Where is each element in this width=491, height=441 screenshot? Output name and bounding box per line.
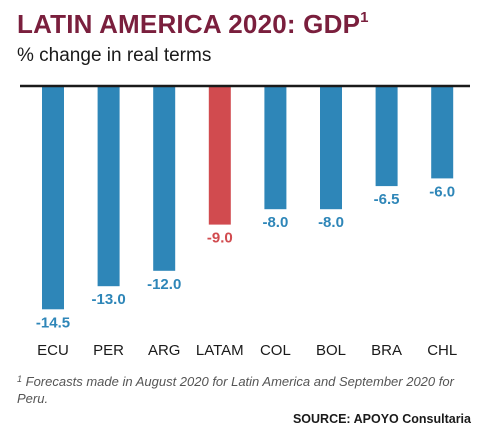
chart-title: LATIN AMERICA 2020: GDP1 xyxy=(17,9,369,40)
source-note: SOURCE: APOYO Consultaria xyxy=(292,412,471,426)
footnote-marker: 1 xyxy=(17,374,23,384)
bar-ecu xyxy=(42,86,64,310)
bar-chl xyxy=(431,86,454,179)
bar-latam xyxy=(208,86,231,225)
value-label-ecu: -14.5 xyxy=(36,314,70,331)
category-label-col: COL xyxy=(260,342,291,359)
value-label-col: -8.0 xyxy=(262,214,288,231)
bar-bra xyxy=(375,86,398,187)
bar-col xyxy=(264,86,287,210)
value-label-chl: -6.0 xyxy=(429,183,455,200)
value-label-bra: -6.5 xyxy=(374,191,400,208)
value-label-per: -13.0 xyxy=(91,291,125,308)
chart-title-text: LATIN AMERICA 2020: GDP xyxy=(17,9,361,39)
value-label-latam: -9.0 xyxy=(207,230,233,247)
chart-subtitle: % change in real terms xyxy=(17,45,212,66)
value-label-bol: -8.0 xyxy=(318,214,344,231)
value-label-arg: -12.0 xyxy=(147,276,181,293)
footnote-text: Forecasts made in August 2020 for Latin … xyxy=(17,374,454,406)
bar-bol xyxy=(320,86,342,210)
bar-per xyxy=(97,86,120,287)
category-label-latam: LATAM xyxy=(196,342,244,359)
category-label-per: PER xyxy=(93,342,124,359)
category-label-chl: CHL xyxy=(427,342,457,359)
bar-arg xyxy=(153,86,176,271)
footnote: 1 Forecasts made in August 2020 for Lati… xyxy=(17,371,467,407)
category-label-arg: ARG xyxy=(148,342,181,359)
category-label-bra: BRA xyxy=(371,342,402,359)
category-label-ecu: ECU xyxy=(37,342,69,359)
category-label-bol: BOL xyxy=(316,342,346,359)
title-footnote-marker: 1 xyxy=(360,9,369,26)
